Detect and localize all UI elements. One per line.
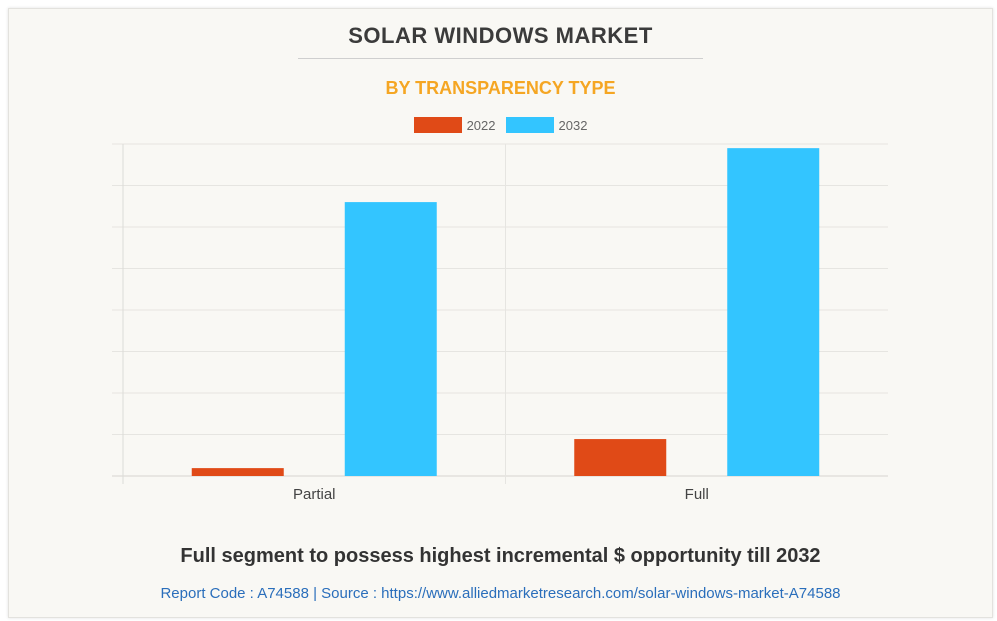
title-divider bbox=[298, 58, 703, 59]
bar-partial-2032 bbox=[344, 202, 437, 476]
legend-swatch-2022 bbox=[413, 117, 462, 133]
chart-title: SOLAR WINDOWS MARKET bbox=[348, 23, 653, 48]
legend-swatch-2032 bbox=[505, 117, 554, 133]
x-tick-label: Full bbox=[685, 486, 709, 503]
bar-full-2032 bbox=[727, 148, 820, 476]
source-link[interactable]: Report Code : A74588 | Source : https://… bbox=[160, 585, 841, 602]
legend-item-2032[interactable]: 2032 bbox=[505, 117, 588, 133]
chart-card: SOLAR WINDOWS MARKET BY TRANSPARENCY TYP… bbox=[8, 8, 993, 618]
legend: 2022 2032 bbox=[9, 117, 992, 133]
legend-label-2032: 2032 bbox=[558, 117, 588, 133]
chart-subtitle: BY TRANSPARENCY TYPE bbox=[385, 78, 616, 98]
bar-full-2022 bbox=[574, 439, 667, 476]
headline: Full segment to possess highest incremen… bbox=[180, 545, 821, 567]
legend-label-2022: 2022 bbox=[466, 117, 496, 133]
x-tick-label: Partial bbox=[293, 486, 336, 503]
legend-item-2022[interactable]: 2022 bbox=[413, 117, 496, 133]
bar-partial-2022 bbox=[191, 468, 284, 476]
